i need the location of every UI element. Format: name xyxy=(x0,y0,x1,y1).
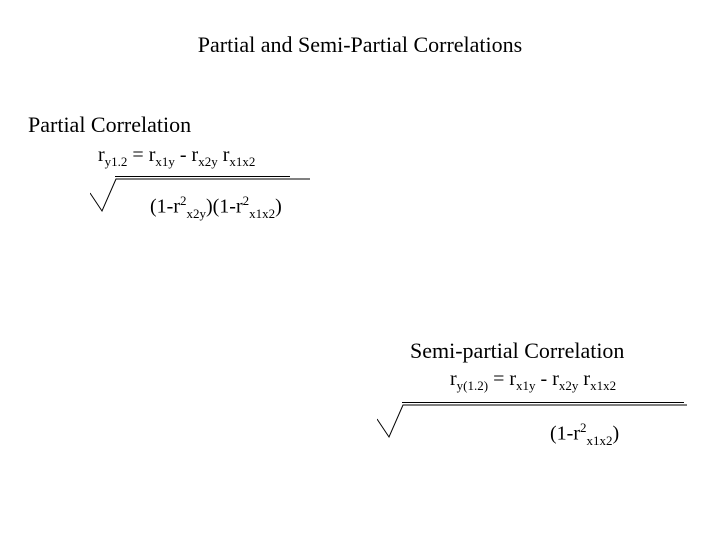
page-title: Partial and Semi-Partial Correlations xyxy=(0,32,720,58)
partial-numerator: ry1.2 = rx1y - rx2y rx1x2 xyxy=(98,144,255,170)
open: (1-r xyxy=(550,423,580,445)
close: ) xyxy=(612,423,619,445)
sub1: x2y xyxy=(186,206,206,221)
semi-numerator: ry(1.2) = rx1y - rx2y rx1x2 xyxy=(450,368,616,394)
sub-t3: x1x2 xyxy=(229,154,255,169)
var-r: r xyxy=(552,368,559,390)
sub2: x1x2 xyxy=(249,206,275,221)
open: (1-r xyxy=(150,196,180,218)
semi-denominator: (1-r2x1x2) xyxy=(550,420,619,449)
sub-t2: x2y xyxy=(198,154,218,169)
equals: = xyxy=(127,144,148,166)
var-r: r xyxy=(98,144,105,166)
sub-lhs: y(1.2) xyxy=(457,378,488,393)
semi-radical-icon xyxy=(377,403,687,439)
minus: - xyxy=(175,144,192,166)
heading-partial-correlation: Partial Correlation xyxy=(28,112,191,138)
sub-t1: x1y xyxy=(155,154,175,169)
sub-t2: x2y xyxy=(559,378,579,393)
var-r: r xyxy=(450,368,457,390)
sub-t3: x1x2 xyxy=(590,378,616,393)
mid: )(1-r xyxy=(206,196,243,218)
partial-denominator: (1-r2x2y)(1-r2x1x2) xyxy=(150,193,282,222)
sub-t1: x1y xyxy=(516,378,536,393)
sub1: x1x2 xyxy=(586,433,612,448)
close: ) xyxy=(275,196,282,218)
equals: = xyxy=(488,368,509,390)
sub-lhs: y1.2 xyxy=(105,154,128,169)
heading-semi-partial-correlation: Semi-partial Correlation xyxy=(410,338,624,364)
minus: - xyxy=(536,368,553,390)
